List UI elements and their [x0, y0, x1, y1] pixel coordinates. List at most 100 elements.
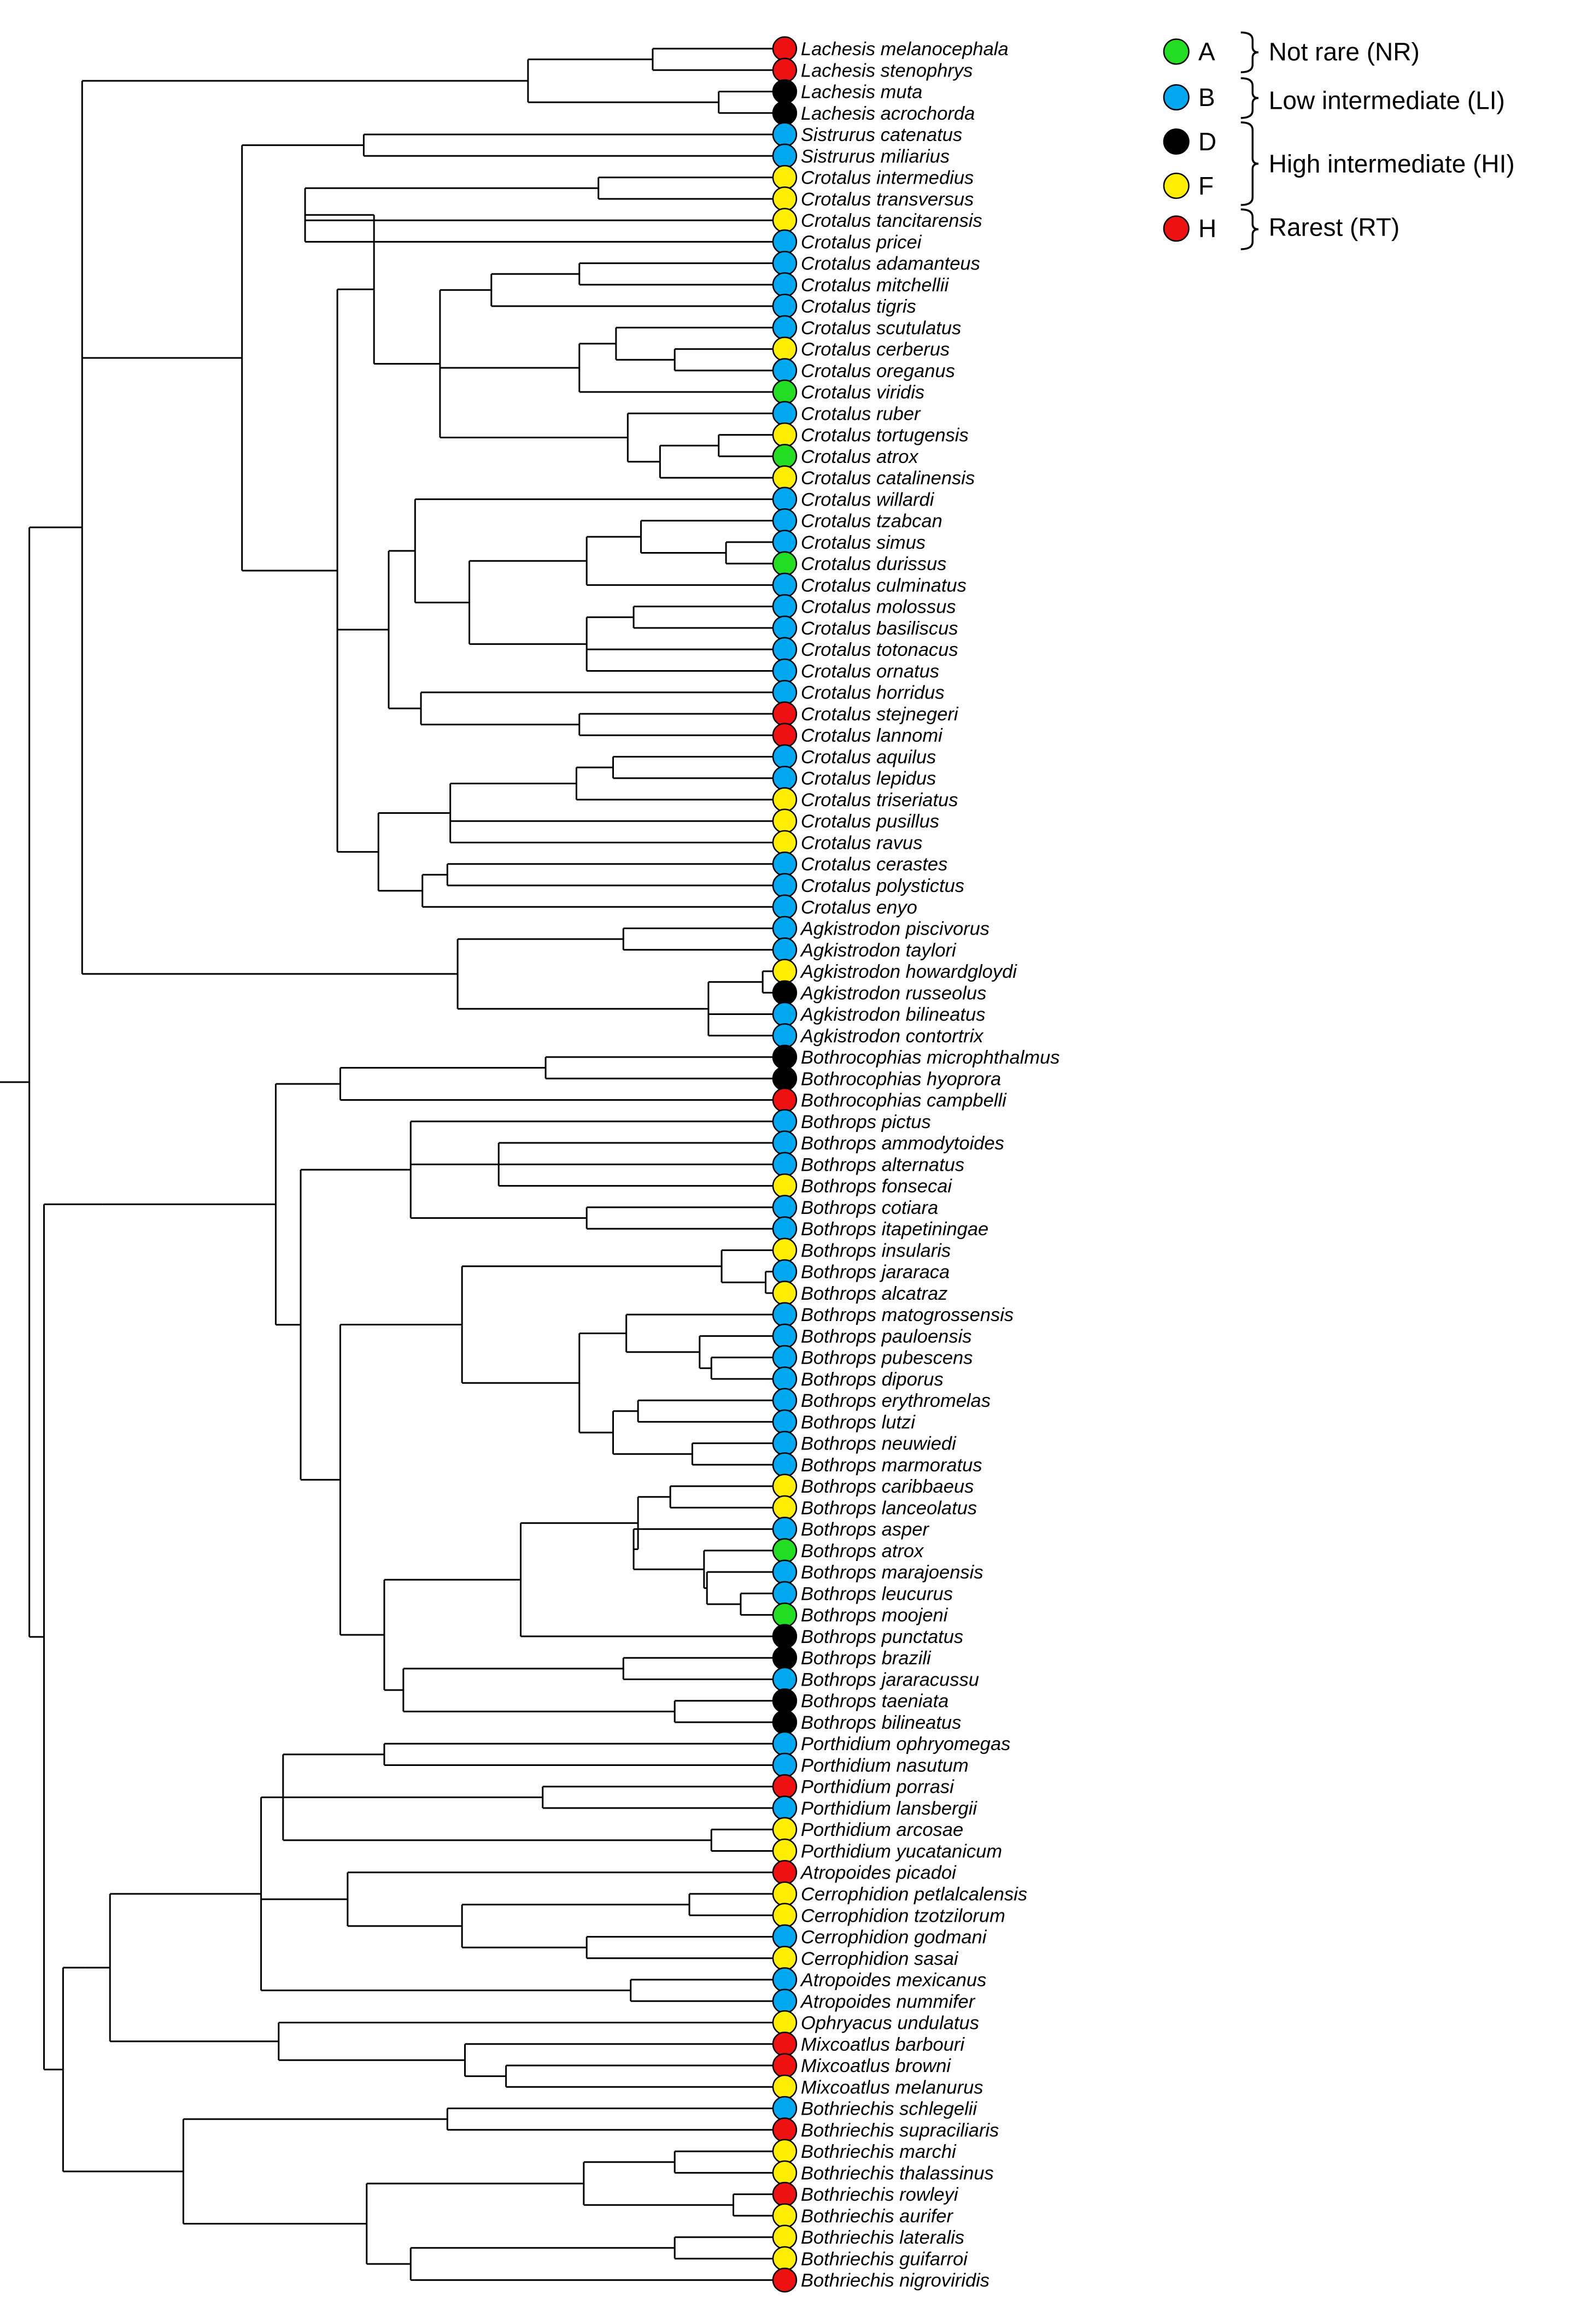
taxon-label-0: Lachesis melanocephala	[801, 39, 1009, 60]
tip-dot-87	[772, 1903, 798, 1928]
taxon-label-89: Cerrophidion sasai	[801, 1949, 959, 1969]
legend-dot-B	[1163, 84, 1190, 111]
tip-dot-88	[772, 1924, 798, 1950]
taxon-label-27: Crotalus basiliscus	[801, 618, 958, 639]
taxon-label-102: Bothriechis lateralis	[801, 2227, 964, 2248]
tip-dot-92	[772, 2010, 798, 2035]
taxon-label-4: Sistrurus catenatus	[801, 125, 962, 145]
taxon-label-36: Crotalus pusillus	[801, 811, 939, 832]
tip-dot-99	[772, 2160, 798, 2186]
taxon-label-71: Bothrops marajoensis	[801, 1562, 983, 1583]
tip-dot-32	[772, 723, 798, 748]
tip-dot-37	[772, 830, 798, 855]
taxon-label-70: Bothrops atrox	[801, 1541, 924, 1562]
tip-dot-68	[772, 1495, 798, 1521]
taxon-label-14: Crotalus cerberus	[801, 339, 950, 360]
taxon-label-93: Mixcoatlus barbouri	[801, 2034, 965, 2055]
tip-dot-66	[772, 1452, 798, 1477]
taxon-label-43: Agkistrodon howardgloydi	[800, 961, 1017, 982]
tip-dot-2	[772, 79, 798, 104]
tip-dot-39	[772, 873, 798, 898]
taxon-label-68: Bothrops lanceolatus	[801, 1498, 977, 1518]
tip-dot-18	[772, 422, 798, 448]
tip-dot-45	[772, 1001, 798, 1027]
taxon-label-12: Crotalus tigris	[801, 296, 916, 317]
tip-dot-104	[772, 2267, 798, 2293]
taxon-label-62: Bothrops diporus	[801, 1369, 944, 1390]
taxon-label-74: Bothrops punctatus	[801, 1627, 963, 1647]
tip-dot-55	[772, 1216, 798, 1241]
taxon-label-49: Bothrocophias campbelli	[801, 1090, 1007, 1111]
tip-dot-21	[772, 486, 798, 512]
tip-dot-3	[772, 101, 798, 126]
tip-dot-77	[772, 1688, 798, 1713]
taxon-label-26: Crotalus molossus	[801, 597, 956, 618]
legend-brace-0	[1240, 31, 1259, 73]
taxon-label-18: Crotalus tortugensis	[801, 425, 969, 446]
tip-dot-75	[772, 1645, 798, 1670]
tip-dot-9	[772, 229, 798, 255]
tip-dot-54	[772, 1195, 798, 1220]
taxon-label-3: Lachesis acrochorda	[801, 103, 975, 124]
tip-dot-59	[772, 1302, 798, 1327]
taxon-label-50: Bothrops pictus	[801, 1112, 931, 1132]
tip-dot-101	[772, 2203, 798, 2228]
tip-dot-11	[772, 272, 798, 297]
taxon-label-56: Bothrops insularis	[801, 1240, 951, 1261]
tip-dot-51	[772, 1130, 798, 1155]
taxon-label-34: Crotalus lepidus	[801, 768, 936, 789]
tip-dot-58	[772, 1281, 798, 1306]
legend-dot-D	[1163, 128, 1190, 155]
taxon-label-64: Bothrops lutzi	[801, 1412, 916, 1433]
tip-dot-91	[772, 1988, 798, 2014]
legend-dot-F	[1163, 172, 1190, 199]
taxon-label-84: Porthidium yucatanicum	[801, 1841, 1002, 1862]
taxon-label-58: Bothrops alcatraz	[801, 1283, 947, 1304]
taxon-label-92: Ophryacus undulatus	[801, 2013, 979, 2034]
taxon-label-38: Crotalus cerastes	[801, 854, 947, 875]
tip-dot-26	[772, 594, 798, 619]
taxon-label-24: Crotalus durissus	[801, 554, 947, 574]
taxon-label-25: Crotalus culminatus	[801, 575, 967, 596]
taxon-label-97: Bothriechis supraciliaris	[801, 2120, 999, 2141]
taxon-label-59: Bothrops matogrossensis	[801, 1305, 1014, 1325]
taxon-label-39: Crotalus polystictus	[801, 876, 964, 896]
taxon-label-11: Crotalus mitchellii	[801, 275, 950, 296]
taxon-label-51: Bothrops ammodytoides	[801, 1133, 1004, 1154]
tip-dot-71	[772, 1559, 798, 1584]
taxon-label-95: Mixcoatlus melanurus	[801, 2077, 983, 2098]
tree-branches	[0, 48, 773, 2281]
tip-dot-33	[772, 744, 798, 770]
tip-dot-50	[772, 1109, 798, 1134]
taxon-label-86: Cerrophidion petlalcalensis	[801, 1884, 1027, 1905]
legend-code-A: A	[1198, 37, 1215, 66]
taxon-label-46: Agkistrodon contortrix	[800, 1026, 984, 1047]
taxon-label-48: Bothrocophias hyoprora	[801, 1069, 1001, 1089]
taxon-label-100: Bothriechis rowleyi	[801, 2185, 959, 2205]
legend-code-F: F	[1198, 172, 1214, 200]
taxon-label-79: Porthidium ophryomegas	[801, 1734, 1011, 1754]
tip-dot-53	[772, 1173, 798, 1199]
tip-dot-12	[772, 294, 798, 319]
taxon-label-2: Lachesis muta	[801, 82, 922, 103]
taxon-label-60: Bothrops pauloensis	[801, 1326, 972, 1347]
tip-dot-84	[772, 1838, 798, 1864]
tip-dot-16	[772, 379, 798, 404]
taxon-label-15: Crotalus oreganus	[801, 361, 955, 382]
tip-dot-13	[772, 315, 798, 341]
tip-dot-5	[772, 143, 798, 169]
tip-dot-19	[772, 444, 798, 469]
taxon-label-67: Bothrops caribbaeus	[801, 1476, 974, 1497]
legend-brace-1	[1240, 77, 1259, 119]
taxon-label-75: Bothrops brazili	[801, 1648, 932, 1669]
legend-code-D: D	[1198, 127, 1216, 156]
taxon-label-20: Crotalus catalinensis	[801, 468, 975, 489]
tip-dot-30	[772, 679, 798, 705]
tip-dot-95	[772, 2074, 798, 2100]
legend-group-label-2: High intermediate (HI)	[1269, 149, 1515, 178]
tip-dot-82	[772, 1795, 798, 1821]
tip-dot-47	[772, 1044, 798, 1070]
